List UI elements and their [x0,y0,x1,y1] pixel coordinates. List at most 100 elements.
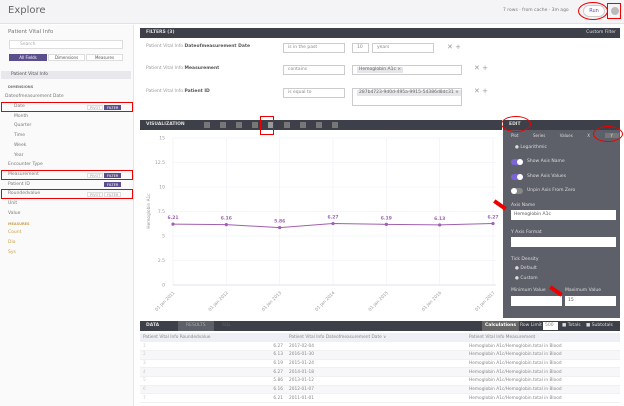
table-row[interactable]: 6 6.16 2012-01-07 Hemoglobin A1c/Hemoglobin… [140,385,620,395]
field-week[interactable]: Week [14,143,27,148]
table-row[interactable]: 7 6.21 2011-01-01 Hemoglobin A1c/Hemoglobin… [140,393,620,403]
row-number: 7 [143,395,146,401]
data-header[interactable]: DATA RESULTS SQL Calculations Row Limit … [140,321,620,331]
axis-format-input[interactable] [511,237,616,247]
filters-header[interactable]: FILTERS (3) Custom Filter [140,28,620,38]
default-radio[interactable]: ● Default [515,266,537,271]
max-value-input[interactable]: 15 [565,296,616,306]
table-row[interactable]: 2 6.13 2016-01-30 Hemoglobin A1c/Hemoglobin… [140,350,620,360]
field-quarter[interactable]: Quarter [14,123,32,128]
field-roundedvalue[interactable]: Roundedvalue [8,191,41,196]
toggle-label: Show Axis Name [527,159,565,164]
tick-density-label: Tick Density [511,257,539,262]
dimension-group[interactable]: Dateofmeasurement Date [5,94,64,99]
field-measurement[interactable]: Measurement [8,172,39,177]
table-row[interactable]: 1 6.27 2017-02-04 Hemoglobin A1c/Hemoglobin… [140,341,620,351]
pivot-button[interactable]: PIVOT [87,105,104,110]
field-value[interactable]: Value [8,211,21,216]
table-chart-icon[interactable] [204,122,210,128]
y-tick-label: 5 [162,234,165,240]
cell-date: 2015-01-24 [286,359,466,369]
column-header[interactable]: Patient Vital Info Measurement [466,333,620,343]
tab-series[interactable]: Series [533,133,546,138]
data-point [331,221,335,226]
data-point [171,222,175,226]
subtotals-checkbox[interactable]: ■ Subtotals [586,323,613,328]
column-header[interactable]: Patient Vital Info Roundedvalue [140,333,286,343]
show-axis-name-toggle[interactable] [511,159,523,165]
tab-plot[interactable]: Plot [511,133,519,138]
field-unit[interactable]: Unit [8,201,18,206]
tab-dimensions[interactable]: Dimensions [48,54,85,61]
field-date[interactable]: Date [14,104,25,109]
column-chart-icon[interactable] [220,122,226,128]
x-tick-label: 01 Jan 2011 [154,290,177,313]
map-chart-icon[interactable] [316,122,322,128]
x-tick-label: 01 Jan 2012 [207,290,230,313]
tab-x[interactable]: X [587,133,591,138]
custom-filter-checkbox[interactable]: Custom Filter [586,30,616,35]
annotation-circle [593,126,623,142]
remove-add-icons[interactable]: ✕ + [474,87,488,95]
measure-dia[interactable]: Dia [8,240,16,245]
cell-measurement: Hemoglobin A1c/Hemoglobin.total in Blood [466,376,620,386]
filter-row-date: Patient Vital Info Dateofmeasurement Dat… [146,44,251,49]
annotation-box [607,3,621,19]
table-row[interactable]: 4 6.27 2014-01-18 Hemoglobin A1c/Hemoglobin… [140,367,620,377]
filter-button[interactable]: FILTER [104,192,122,197]
pivot-button[interactable]: PIVOT [87,192,104,197]
table-row[interactable]: 5 5.86 2013-01-12 Hemoglobin A1c/Hemoglobin… [140,376,620,386]
remove-add-icons[interactable]: ✕ + [474,64,488,72]
filter-operator-select[interactable]: is equal to [283,88,345,98]
data-label: 6.13 [434,216,445,222]
tab-all-fields[interactable]: All Fields [9,54,47,61]
field-month[interactable]: Month [14,114,29,119]
pie-chart-icon[interactable] [300,122,306,128]
unpin-axis-toggle[interactable] [511,188,523,194]
totals-checkbox[interactable]: ■ Totals [562,323,581,328]
x-tick-label: 01 Jan 2016 [421,290,444,313]
measure-sys[interactable]: Sys [8,250,16,255]
data-label: 6.16 [221,216,232,222]
scatter-chart-icon[interactable] [252,122,258,128]
search-input[interactable]: Search [9,40,123,49]
field-patient-id[interactable]: Patient ID [8,182,30,187]
tab-measures[interactable]: Measures [86,54,123,61]
axis-name-input[interactable]: Hemoglobin A1c [511,210,616,220]
area-chart-icon[interactable] [284,122,290,128]
single-value-icon[interactable] [332,122,338,128]
show-axis-values-toggle[interactable] [511,174,523,180]
custom-radio[interactable]: ● Custom [515,276,538,281]
filter-value-input[interactable]: Hemoglobin A1c × [352,65,462,75]
tab-values[interactable]: Values [559,133,573,138]
cell-date: 2016-01-30 [286,350,466,360]
filter-value-input[interactable]: 287b4723-9d0d-495a-9915-54386d8dc31 × [352,88,462,106]
y-tick-label: 15 [159,136,165,142]
tab-results[interactable]: RESULTS [178,321,214,331]
measure-count[interactable]: Count [8,230,22,235]
table-row[interactable]: 3 6.19 2015-01-24 Hemoglobin A1c/Hemoglobin… [140,359,620,369]
field-year[interactable]: Year [14,153,24,158]
filter-operator-select[interactable]: is in the past [283,43,345,53]
field-time[interactable]: Time [14,133,26,138]
filter-unit-select[interactable]: years [372,43,434,53]
field-encounter-type[interactable]: Encounter Type [8,162,43,167]
bar-chart-icon[interactable] [236,122,242,128]
pivot-button[interactable]: PIVOT [87,173,104,178]
view-header[interactable]: Patient Vital Info [1,71,131,79]
row-limit-input[interactable]: 500 [543,322,558,330]
filter-value-input[interactable]: 10 [352,43,369,53]
filter-button[interactable]: FILTER [104,173,122,178]
filter-button[interactable]: FILTER [104,182,122,187]
column-header[interactable]: Patient Vital Info Dateofmeasurement Dat… [286,333,466,343]
tab-sql[interactable]: SQL [222,323,231,328]
min-value-input[interactable] [511,296,562,306]
axis-name-label: Axis Name [511,203,536,208]
line-chart-icon[interactable] [268,122,274,128]
calculations-button[interactable]: Calculations [482,321,519,331]
logarithmic-radio[interactable]: ● Logarithmic [515,145,547,150]
remove-add-icons[interactable]: ✕ + [447,43,461,51]
filter-operator-select[interactable]: contains [283,65,345,75]
filter-button[interactable]: FILTER [104,105,122,110]
gear-icon[interactable] [611,7,619,15]
